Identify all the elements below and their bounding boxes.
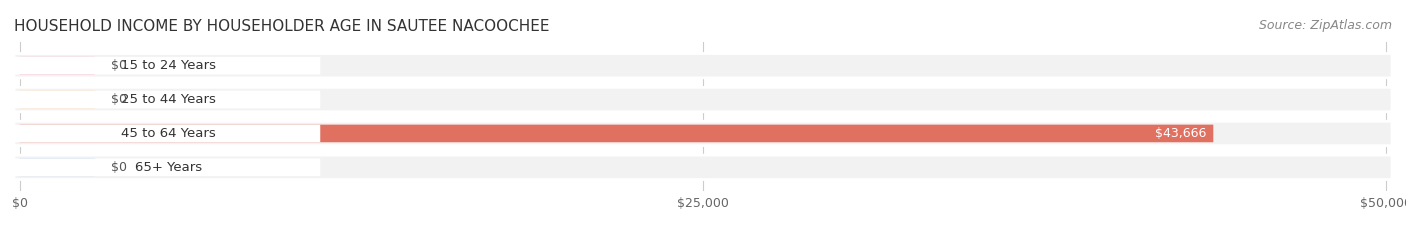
FancyBboxPatch shape <box>14 121 1392 146</box>
Text: $0: $0 <box>111 59 127 72</box>
FancyBboxPatch shape <box>14 125 321 142</box>
FancyBboxPatch shape <box>20 125 1213 142</box>
Text: 25 to 44 Years: 25 to 44 Years <box>121 93 217 106</box>
Text: $0: $0 <box>111 161 127 174</box>
FancyBboxPatch shape <box>14 155 1392 180</box>
Text: $43,666: $43,666 <box>1156 127 1206 140</box>
Text: 15 to 24 Years: 15 to 24 Years <box>121 59 217 72</box>
FancyBboxPatch shape <box>14 53 1392 78</box>
Text: $0: $0 <box>111 93 127 106</box>
Text: 45 to 64 Years: 45 to 64 Years <box>121 127 217 140</box>
Text: 65+ Years: 65+ Years <box>135 161 202 174</box>
FancyBboxPatch shape <box>14 57 321 75</box>
FancyBboxPatch shape <box>14 91 321 108</box>
FancyBboxPatch shape <box>14 158 321 176</box>
FancyBboxPatch shape <box>20 91 94 108</box>
Text: Source: ZipAtlas.com: Source: ZipAtlas.com <box>1258 19 1392 32</box>
FancyBboxPatch shape <box>14 87 1392 112</box>
Text: HOUSEHOLD INCOME BY HOUSEHOLDER AGE IN SAUTEE NACOOCHEE: HOUSEHOLD INCOME BY HOUSEHOLDER AGE IN S… <box>14 19 550 34</box>
FancyBboxPatch shape <box>20 57 94 75</box>
FancyBboxPatch shape <box>20 158 94 176</box>
